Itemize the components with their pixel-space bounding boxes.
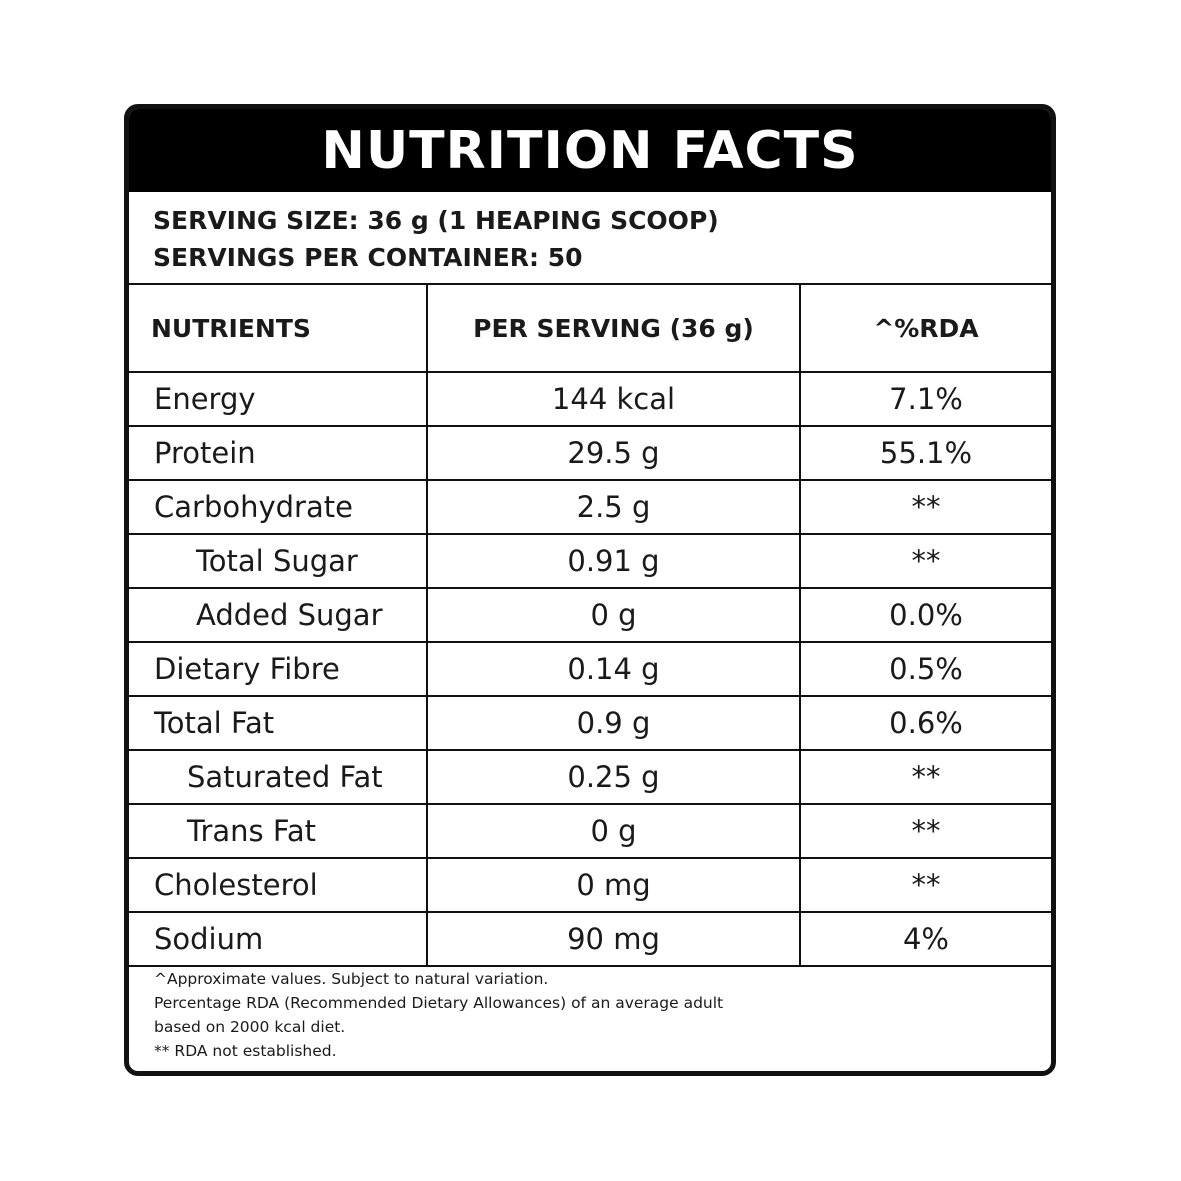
table-row: Sodium 90 mg 4%: [129, 912, 1051, 967]
header-per-serving: PER SERVING (36 g): [426, 285, 800, 373]
header-rda: ^%RDA: [799, 285, 1051, 373]
footnote-rda-basis: based on 2000 kcal diet.: [154, 1018, 346, 1036]
nutrient-name: Added Sugar: [129, 588, 427, 643]
table-row: Saturated Fat 0.25 g **: [129, 750, 1051, 805]
footnote-not-established: ** RDA not established.: [154, 1042, 337, 1060]
nutrient-amount: 0 mg: [426, 858, 800, 913]
label-title: NUTRITION FACTS: [129, 109, 1051, 192]
nutrient-rda: **: [799, 858, 1051, 913]
nutrient-name: Protein: [129, 426, 427, 481]
table-row: Cholesterol 0 mg **: [129, 858, 1051, 913]
nutrient-name: Sodium: [129, 912, 427, 967]
nutrition-facts-label: NUTRITION FACTS SERVING SIZE: 36 g (1 HE…: [124, 104, 1056, 1076]
table-row: Trans Fat 0 g **: [129, 804, 1051, 859]
nutrient-name: Trans Fat: [129, 804, 427, 859]
nutrient-amount: 2.5 g: [426, 480, 800, 535]
nutrient-rda: **: [799, 480, 1051, 535]
nutrient-name: Total Sugar: [129, 534, 427, 589]
footnote-rda-definition: Percentage RDA (Recommended Dietary Allo…: [154, 994, 724, 1012]
nutrient-rda: 7.1%: [799, 372, 1051, 427]
table-row: Added Sugar 0 g 0.0%: [129, 588, 1051, 643]
nutrient-rda: **: [799, 804, 1051, 859]
table-row: Carbohydrate 2.5 g **: [129, 480, 1051, 535]
nutrient-rda: 0.6%: [799, 696, 1051, 751]
nutrient-amount: 90 mg: [426, 912, 800, 967]
nutrient-rda: 0.0%: [799, 588, 1051, 643]
table-row: Protein 29.5 g 55.1%: [129, 426, 1051, 481]
nutrition-table: NUTRIENTS PER SERVING (36 g) ^%RDA Energ…: [129, 285, 1051, 967]
nutrient-amount: 29.5 g: [426, 426, 800, 481]
nutrient-rda: 0.5%: [799, 642, 1051, 697]
nutrient-amount: 0.14 g: [426, 642, 800, 697]
nutrient-name: Saturated Fat: [129, 750, 427, 805]
servings-per-container: SERVINGS PER CONTAINER: 50: [153, 243, 583, 272]
nutrient-amount: 144 kcal: [426, 372, 800, 427]
nutrient-amount: 0.25 g: [426, 750, 800, 805]
footnote-approximate: ^Approximate values. Subject to natural …: [154, 970, 549, 988]
nutrient-amount: 0 g: [426, 804, 800, 859]
nutrient-rda: 55.1%: [799, 426, 1051, 481]
serving-size: SERVING SIZE: 36 g (1 HEAPING SCOOP): [153, 206, 719, 235]
nutrient-name: Carbohydrate: [129, 480, 427, 535]
nutrient-name: Cholesterol: [129, 858, 427, 913]
nutrient-name: Energy: [129, 372, 427, 427]
nutrient-amount: 0 g: [426, 588, 800, 643]
table-row: Dietary Fibre 0.14 g 0.5%: [129, 642, 1051, 697]
footnotes: ^Approximate values. Subject to natural …: [129, 967, 1051, 1063]
nutrient-amount: 0.91 g: [426, 534, 800, 589]
table-row: Energy 144 kcal 7.1%: [129, 372, 1051, 427]
table-row: Total Fat 0.9 g 0.6%: [129, 696, 1051, 751]
nutrient-amount: 0.9 g: [426, 696, 800, 751]
table-row: Total Sugar 0.91 g **: [129, 534, 1051, 589]
nutrient-name: Total Fat: [129, 696, 427, 751]
nutrient-name: Dietary Fibre: [129, 642, 427, 697]
serving-info: SERVING SIZE: 36 g (1 HEAPING SCOOP) SER…: [129, 192, 1051, 285]
header-nutrients: NUTRIENTS: [129, 285, 427, 373]
nutrient-rda: **: [799, 534, 1051, 589]
table-header-row: NUTRIENTS PER SERVING (36 g) ^%RDA: [129, 285, 1051, 373]
nutrient-rda: 4%: [799, 912, 1051, 967]
nutrient-rda: **: [799, 750, 1051, 805]
